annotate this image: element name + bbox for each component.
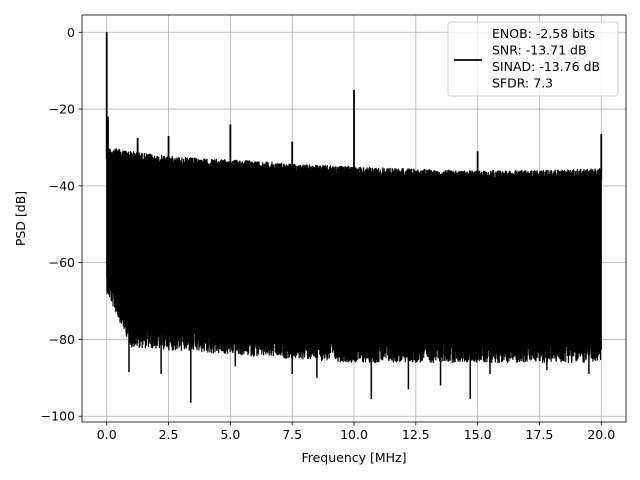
psd-trace	[106, 148, 602, 364]
legend-entry-sfdr: SFDR: 7.3	[492, 76, 553, 91]
y-tick-label: −40	[49, 178, 75, 193]
x-tick-label: 2.5	[159, 427, 179, 442]
x-tick-label: 17.5	[526, 427, 554, 442]
y-tick-label: −20	[49, 102, 75, 117]
legend: ENOB: -2.58 bits SNR: -13.71 dB SINAD: -…	[447, 21, 619, 97]
x-tick-label: 0.0	[97, 427, 117, 442]
x-tick-label: 15.0	[464, 427, 492, 442]
legend-entry-sinad: SINAD: -13.76 dB	[492, 59, 600, 74]
y-tick-label: −80	[49, 332, 75, 347]
x-tick-label: 10.0	[340, 427, 368, 442]
y-tick-label: −100	[41, 409, 75, 424]
x-tick-label: 7.5	[282, 427, 302, 442]
y-axis-label: PSD [dB]	[13, 191, 28, 246]
x-tick-label: 12.5	[402, 427, 430, 442]
x-tick-label: 5.0	[220, 427, 240, 442]
legend-box	[447, 21, 619, 97]
x-axis-label: Frequency [MHz]	[301, 450, 406, 465]
ticks: 0.0 2.5 5.0 7.5 10.0 12.5 15.0 17.5 20.0 0 −20 −40 −…	[41, 25, 616, 442]
y-tick-label: −60	[49, 255, 75, 270]
legend-entry-snr: SNR: -13.71 dB	[492, 43, 587, 58]
x-tick-label: 20.0	[587, 427, 615, 442]
plot-data	[105, 32, 603, 403]
y-tick-label: 0	[67, 25, 75, 40]
legend-entry-enob: ENOB: -2.58 bits	[492, 26, 595, 41]
